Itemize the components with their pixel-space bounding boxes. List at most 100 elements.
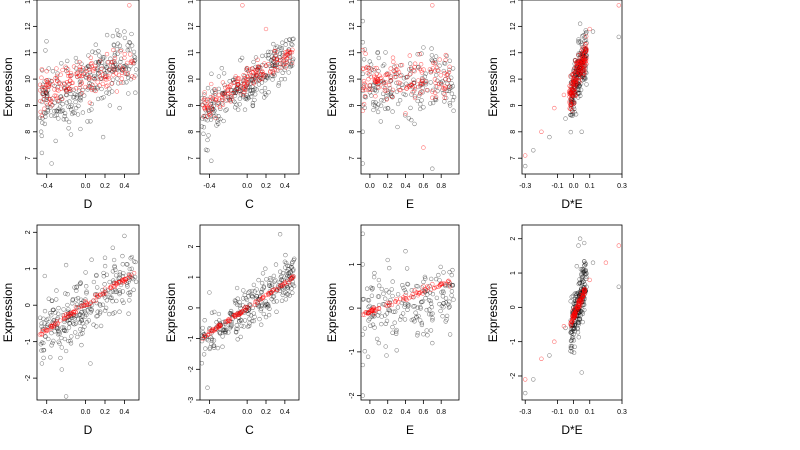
observed-point — [213, 113, 218, 118]
observed-point — [42, 321, 47, 326]
observed-point — [279, 77, 284, 82]
observed-point — [50, 340, 55, 346]
fitted-point — [210, 328, 215, 333]
observed-point — [104, 32, 110, 38]
observed-point — [570, 327, 576, 332]
observed-point — [403, 249, 408, 254]
observed-point — [133, 67, 139, 72]
fitted-point — [40, 84, 45, 90]
x-tick-label: 0.4 — [401, 183, 411, 190]
fitted-point — [384, 97, 390, 102]
observed-point — [428, 301, 434, 306]
y-tick-label: 7 — [510, 156, 517, 160]
fitted-point — [376, 85, 381, 90]
observed-point — [278, 269, 283, 274]
fitted-point — [372, 73, 377, 78]
fitted-point — [118, 80, 124, 85]
y-tick-label: 2 — [510, 237, 517, 241]
observed-point — [449, 91, 455, 96]
fitted-point — [225, 85, 230, 90]
observed-point — [444, 313, 450, 319]
observed-point — [207, 290, 212, 295]
observed-point — [580, 319, 585, 325]
observed-point — [581, 270, 586, 275]
fitted-point — [111, 47, 116, 53]
fitted-point — [568, 96, 574, 101]
scatter-panel-7: 0.0 0.2 0.4 0.6 0.8 -2 -1 0 1 E Expression — [325, 224, 460, 437]
observed-point — [616, 34, 621, 40]
observed-point — [107, 86, 112, 91]
observed-point — [361, 57, 367, 62]
plot-frame — [360, 224, 460, 401]
observed-point — [361, 362, 365, 368]
observed-point — [280, 40, 285, 45]
observed-point — [51, 307, 56, 313]
fitted-point — [86, 76, 92, 82]
observed-point — [121, 80, 126, 85]
fitted-point — [290, 47, 295, 52]
observed-point — [370, 322, 376, 327]
observed-point — [100, 134, 106, 140]
observed-point — [59, 61, 64, 66]
observed-point — [115, 32, 121, 37]
observed-point — [447, 269, 452, 275]
fitted-point — [418, 62, 424, 67]
fitted-point — [90, 82, 95, 88]
fitted-point — [109, 63, 114, 68]
observed-point — [38, 129, 44, 134]
y-tick-label: 7 — [25, 156, 32, 160]
fitted-point — [252, 299, 258, 305]
observed-point — [121, 271, 126, 276]
observed-point — [579, 309, 584, 314]
observed-point — [250, 100, 256, 106]
observed-point — [224, 107, 229, 112]
observed-point — [44, 90, 49, 95]
observed-point — [65, 292, 70, 297]
fitted-point — [220, 91, 226, 96]
x-tick-label: 0.3 — [617, 409, 627, 416]
observed-point — [68, 132, 74, 137]
observed-point — [88, 119, 93, 124]
fitted-point — [58, 81, 63, 86]
observed-point — [42, 273, 47, 279]
observed-point — [290, 42, 295, 47]
y-tick-label: 1 — [349, 262, 356, 266]
observed-point — [94, 324, 99, 329]
plot-frame — [199, 0, 300, 175]
observed-point — [67, 99, 72, 104]
observed-point — [82, 306, 87, 312]
observed-point — [428, 328, 434, 333]
fitted-point — [363, 51, 368, 56]
x-tick-label: 0.1 — [585, 409, 595, 416]
fitted-point — [206, 109, 212, 115]
observed-point — [399, 72, 404, 78]
fitted-point — [417, 91, 423, 97]
observed-point — [361, 231, 365, 236]
fitted-point — [230, 315, 235, 320]
fitted-point — [94, 293, 100, 298]
y-axis-title: Expression — [486, 57, 500, 116]
fitted-point — [245, 77, 251, 82]
fitted-point — [77, 59, 82, 65]
fitted-point — [84, 68, 89, 74]
observed-point — [569, 113, 574, 118]
y-tick-label: 12 — [349, 22, 356, 30]
observed-point — [386, 290, 392, 295]
observed-point — [104, 298, 110, 303]
fitted-point — [579, 66, 584, 71]
observed-point — [369, 93, 374, 98]
y-axis-title: Expression — [1, 283, 15, 342]
observed-point — [96, 48, 101, 54]
observed-point — [423, 71, 428, 76]
observed-point — [291, 257, 296, 263]
observed-point — [361, 332, 365, 337]
observed-point — [43, 97, 49, 103]
fitted-point — [97, 74, 103, 79]
fitted-point — [66, 73, 71, 79]
observed-point — [272, 279, 277, 284]
fitted-point — [576, 75, 581, 81]
observed-point — [383, 50, 388, 55]
observed-point — [415, 98, 420, 104]
fitted-point — [251, 81, 256, 86]
fitted-point — [424, 87, 429, 93]
